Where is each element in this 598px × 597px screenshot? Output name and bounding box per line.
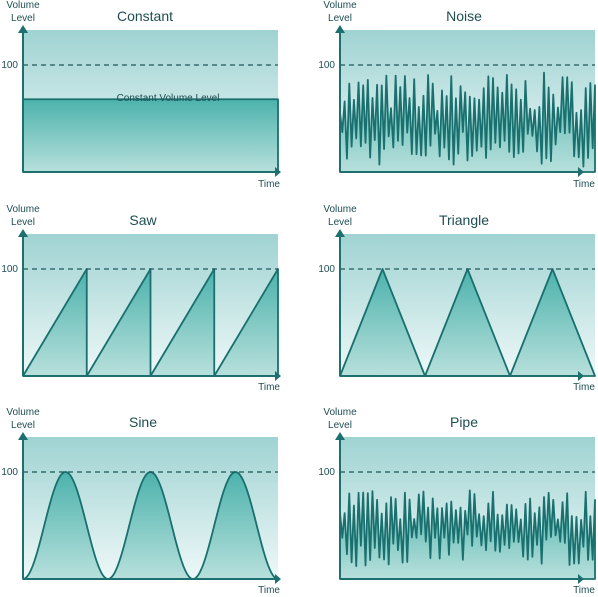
panel-title: Sine [129, 414, 157, 430]
y-axis-label-line1: Volume [6, 204, 40, 215]
panel-pipe: Pipe Volume Level Time 100 [318, 407, 596, 596]
sine-wave [22, 471, 279, 580]
x-axis-label: Time [258, 585, 280, 596]
triangle-wave [339, 268, 596, 377]
waveform-area [22, 471, 279, 580]
y-axis-label-line2: Level [11, 13, 35, 24]
y-axis-arrow-icon [18, 229, 28, 237]
y-axis-label-line2: Level [328, 217, 352, 228]
x-axis-arrow-icon [275, 574, 281, 584]
panel-title: Triangle [439, 212, 489, 228]
y-axis-arrow-icon [18, 25, 28, 33]
x-axis-arrow-icon [275, 371, 281, 381]
x-axis-label: Time [573, 585, 595, 596]
panel-title: Noise [446, 8, 482, 24]
y-axis-label-line1: Volume [6, 407, 40, 418]
y-axis-arrow-icon [335, 229, 345, 237]
waveform-area [339, 489, 596, 580]
constant-volume-area [22, 98, 279, 173]
x-axis-label: Time [573, 382, 595, 393]
tick-label-100: 100 [1, 264, 18, 275]
panel-title: Constant [117, 8, 173, 24]
panel-title: Saw [129, 212, 157, 228]
x-axis-label: Time [258, 179, 280, 190]
y-axis-arrow-icon [335, 432, 345, 440]
tick-label-100: 100 [1, 467, 18, 478]
waveform-area [22, 98, 279, 173]
waveform-area [339, 71, 596, 173]
constant-level-annotation: Constant Volume Level [117, 93, 220, 104]
y-axis-label-line2: Level [11, 420, 35, 431]
panel-sine: Sine Volume Level Time 100 [1, 407, 281, 596]
noise-wave [339, 71, 596, 173]
x-axis-arrow-icon [275, 167, 281, 177]
tick-label-100: 100 [318, 60, 335, 71]
x-axis-arrow-icon [578, 167, 584, 177]
panel-title: Pipe [450, 414, 478, 430]
x-axis-arrow-icon [578, 574, 584, 584]
saw-wave [22, 268, 279, 377]
x-axis-label: Time [573, 179, 595, 190]
y-axis-label-line2: Level [328, 420, 352, 431]
y-axis-label-line1: Volume [323, 407, 357, 418]
y-axis-label-line2: Level [328, 13, 352, 24]
y-axis-arrow-icon [335, 25, 345, 33]
x-axis-label: Time [258, 382, 280, 393]
tick-label-100: 100 [318, 467, 335, 478]
y-axis-label-line1: Volume [6, 0, 40, 11]
y-axis-label-line1: Volume [323, 0, 357, 11]
waveform-area [339, 268, 596, 377]
y-axis-arrow-icon [18, 432, 28, 440]
panel-noise: Noise Volume Level Time 100 [318, 0, 596, 190]
panel-triangle: Triangle Volume Level Time 100 [318, 204, 596, 393]
y-axis-label-line2: Level [11, 217, 35, 228]
y-axis-label-line1: Volume [323, 204, 357, 215]
tick-label-100: 100 [318, 264, 335, 275]
waveform-area [22, 268, 279, 377]
panel-constant: Constant Volume Level Time 100 Constant … [1, 0, 281, 190]
tick-label-100: 100 [1, 60, 18, 71]
x-axis-arrow-icon [578, 371, 584, 381]
panel-saw: Saw Volume Level Time 100 [1, 204, 281, 393]
pipe-wave [339, 489, 596, 580]
